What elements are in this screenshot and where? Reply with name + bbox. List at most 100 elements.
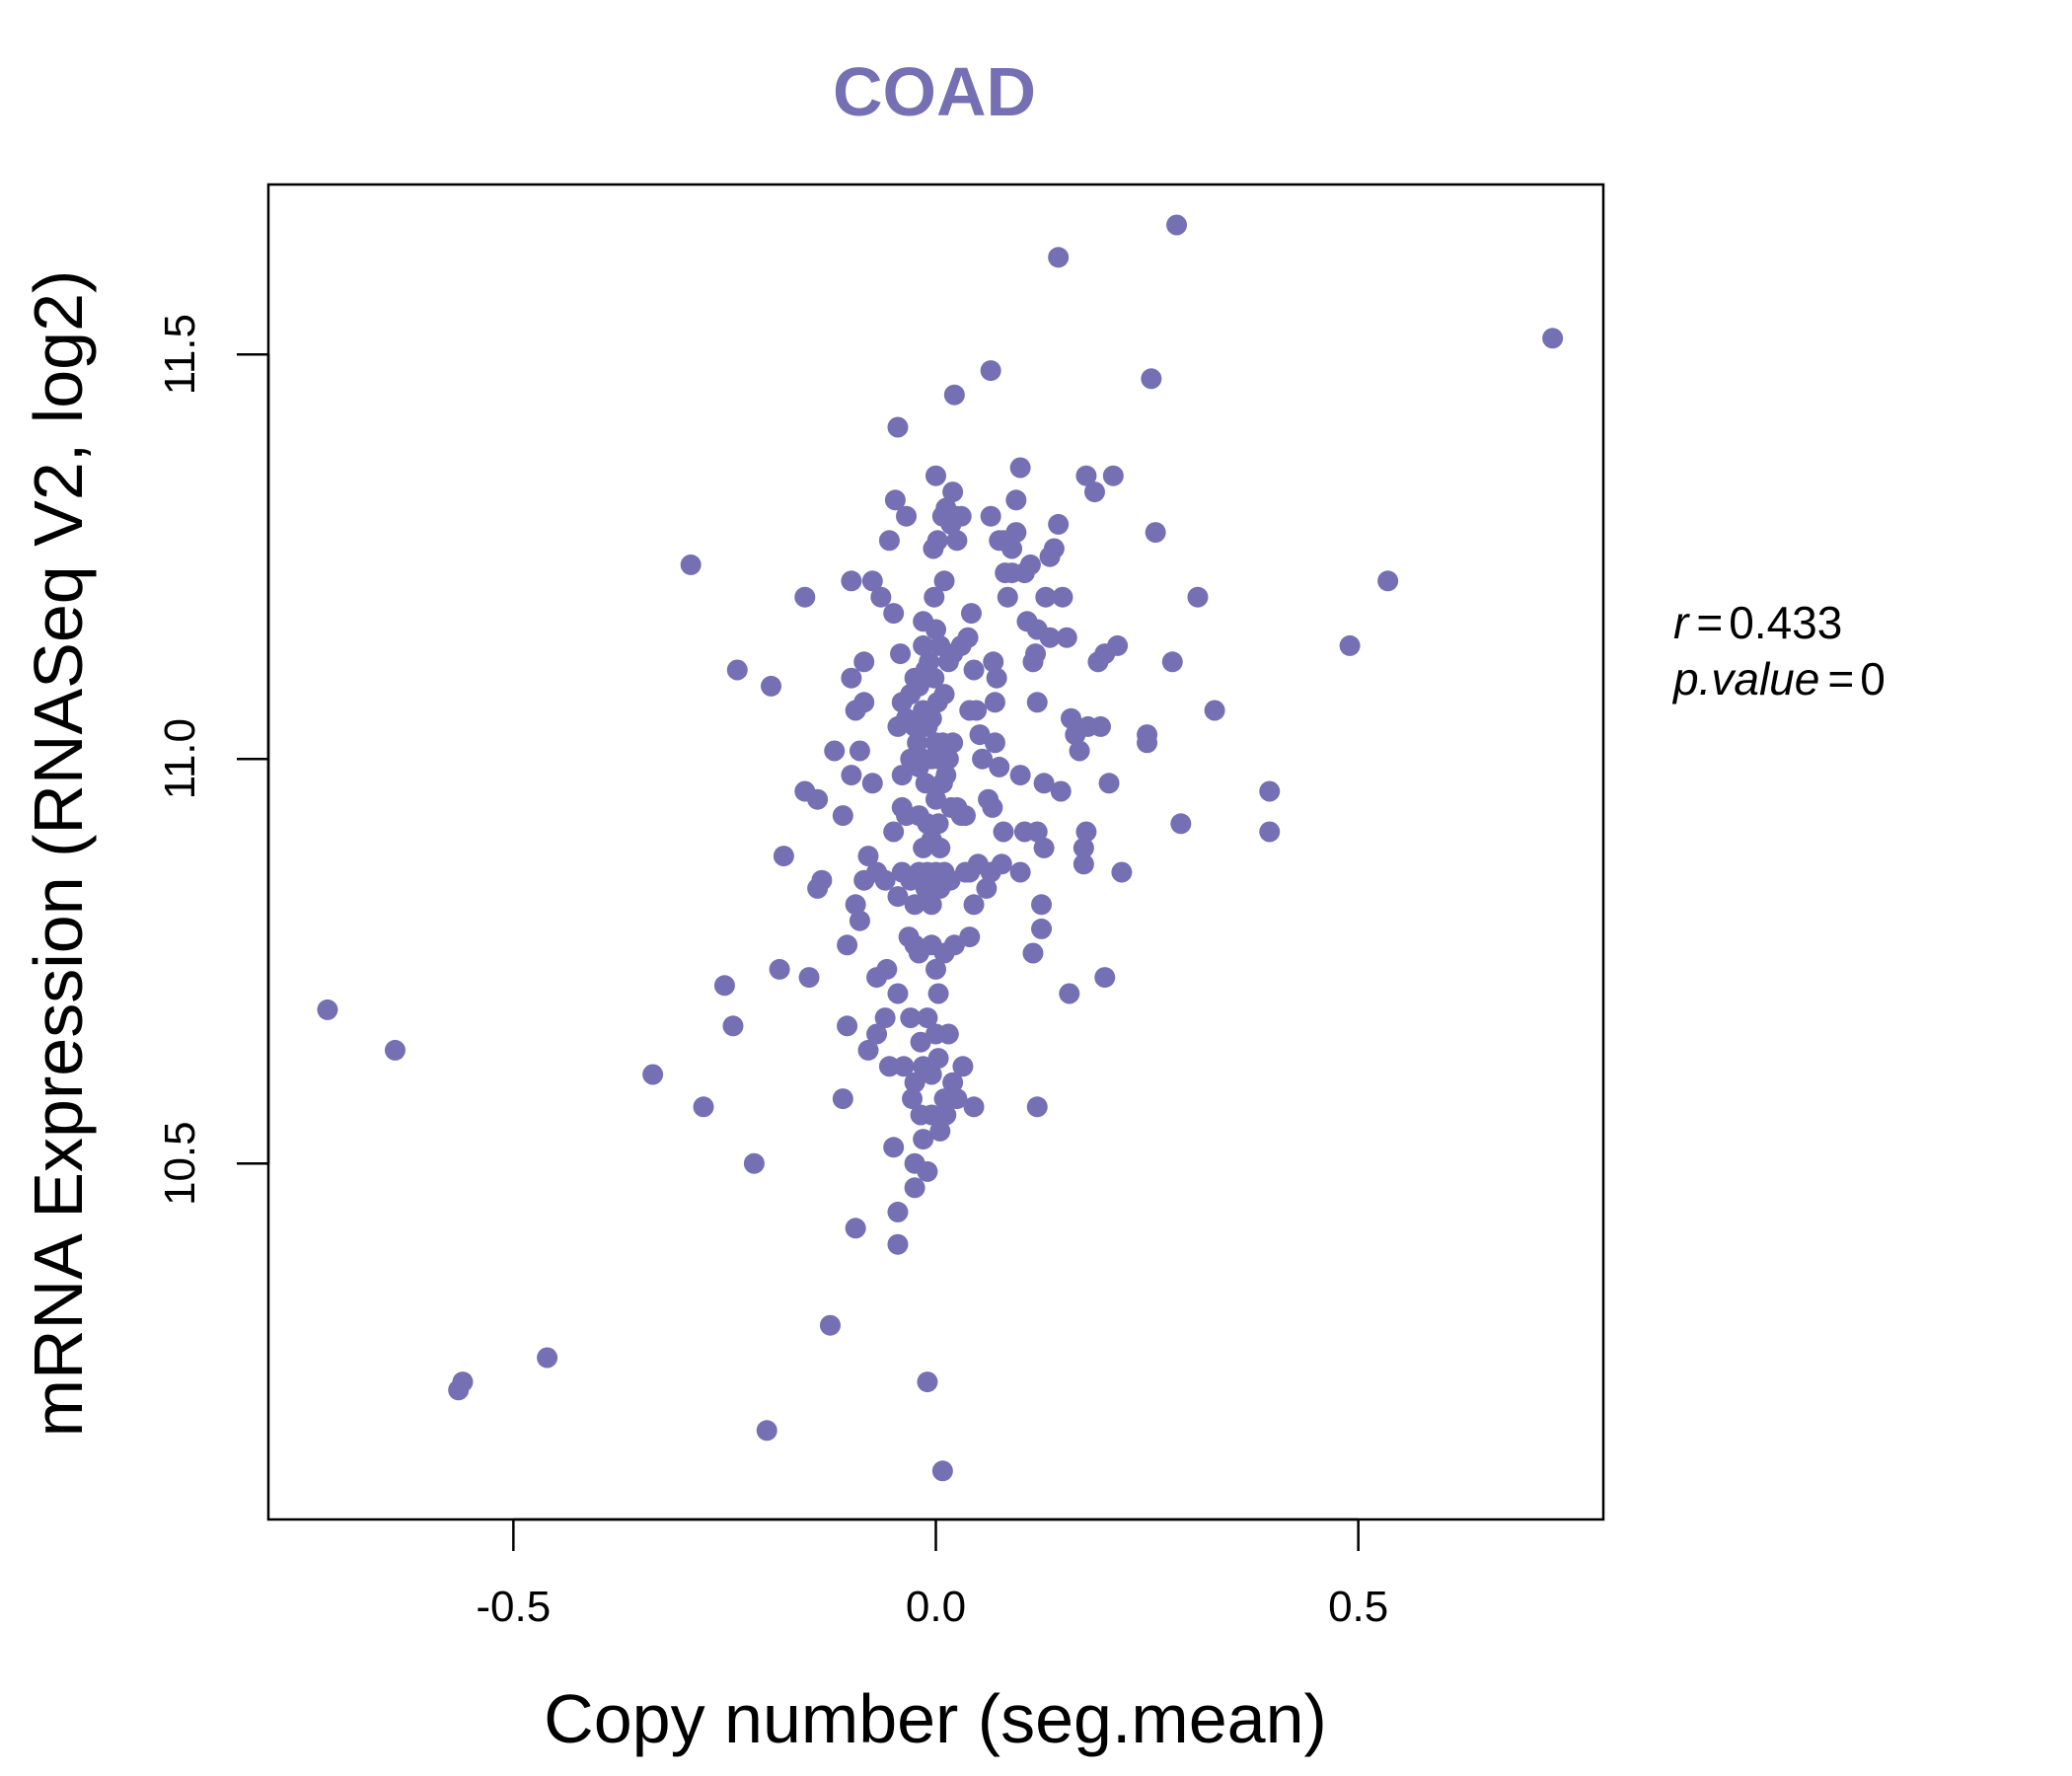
data-point bbox=[1059, 983, 1080, 1004]
data-point bbox=[1141, 368, 1162, 390]
data-point bbox=[642, 1064, 664, 1085]
data-point bbox=[937, 1023, 959, 1045]
data-point bbox=[798, 967, 820, 989]
data-point bbox=[1050, 780, 1072, 802]
data-point bbox=[946, 1088, 968, 1110]
data-point bbox=[1377, 570, 1399, 592]
data-point bbox=[952, 1056, 974, 1077]
data-point bbox=[849, 910, 870, 931]
data-point bbox=[861, 570, 883, 592]
data-point bbox=[929, 837, 951, 858]
data-point bbox=[980, 360, 1001, 382]
data-point bbox=[921, 1064, 942, 1085]
data-point bbox=[811, 869, 833, 891]
data-point bbox=[935, 765, 957, 786]
data-point bbox=[693, 1096, 714, 1118]
data-point bbox=[925, 788, 946, 810]
data-point bbox=[849, 740, 870, 762]
data-point bbox=[1073, 837, 1094, 858]
data-point bbox=[925, 958, 946, 980]
data-point bbox=[924, 667, 945, 689]
data-point bbox=[1073, 853, 1094, 875]
data-point bbox=[761, 675, 782, 697]
data-point bbox=[1094, 967, 1116, 989]
data-point bbox=[1005, 489, 1027, 511]
data-point bbox=[976, 877, 998, 899]
data-point bbox=[926, 530, 948, 552]
data-point bbox=[943, 384, 965, 406]
data-point bbox=[1048, 247, 1070, 268]
data-point bbox=[876, 958, 898, 980]
data-point bbox=[743, 1152, 765, 1174]
data-point bbox=[883, 603, 905, 625]
data-point bbox=[861, 773, 883, 794]
y-tick-label: 11.0 bbox=[156, 718, 204, 799]
data-point bbox=[857, 846, 879, 867]
data-point bbox=[939, 869, 961, 891]
data-point bbox=[933, 684, 955, 705]
data-point bbox=[773, 846, 794, 867]
data-point bbox=[997, 586, 1018, 608]
data-point bbox=[1031, 918, 1053, 939]
data-point bbox=[837, 1015, 858, 1037]
data-point bbox=[959, 926, 981, 948]
data-point bbox=[794, 586, 816, 608]
data-point bbox=[819, 1314, 841, 1336]
data-point bbox=[769, 958, 790, 980]
data-point bbox=[954, 805, 976, 827]
data-point bbox=[1083, 481, 1105, 503]
data-point bbox=[1009, 457, 1031, 479]
data-point bbox=[857, 1039, 879, 1061]
data-point bbox=[943, 934, 965, 956]
data-point bbox=[983, 651, 1004, 673]
data-point bbox=[1187, 586, 1209, 608]
data-point bbox=[1026, 692, 1048, 713]
p-label: p.value bbox=[1671, 653, 1819, 704]
data-point bbox=[1107, 634, 1129, 656]
data-point bbox=[1009, 861, 1031, 883]
data-point bbox=[1145, 522, 1166, 544]
data-point bbox=[904, 894, 925, 916]
data-point bbox=[537, 1347, 558, 1369]
data-point bbox=[870, 586, 892, 608]
data-point bbox=[993, 821, 1014, 843]
data-point bbox=[452, 1371, 474, 1393]
data-point bbox=[980, 505, 1001, 527]
data-point bbox=[908, 675, 929, 697]
data-point bbox=[878, 1056, 900, 1077]
data-point bbox=[935, 1104, 957, 1126]
data-point bbox=[1026, 1096, 1048, 1118]
data-point bbox=[1022, 942, 1044, 964]
data-point bbox=[853, 692, 875, 713]
data-point bbox=[1542, 328, 1564, 349]
data-point bbox=[929, 1120, 951, 1142]
y-tick-label: 10.5 bbox=[156, 1121, 204, 1206]
svg-text:r=0.433: r = 0.433 bbox=[1673, 597, 1842, 648]
data-point bbox=[845, 894, 866, 916]
data-point bbox=[1170, 813, 1192, 835]
data-point bbox=[1019, 554, 1041, 575]
data-point bbox=[1069, 740, 1090, 762]
data-point bbox=[837, 934, 858, 956]
data-point bbox=[937, 748, 959, 770]
x-tick-label: 0.0 bbox=[906, 1583, 966, 1631]
data-point bbox=[384, 1039, 406, 1061]
data-point bbox=[878, 530, 900, 552]
chart-title: COAD bbox=[833, 53, 1036, 130]
data-point bbox=[910, 1031, 931, 1053]
data-point bbox=[927, 983, 949, 1004]
data-point bbox=[832, 1088, 853, 1110]
data-point bbox=[960, 603, 982, 625]
data-point bbox=[1025, 643, 1047, 665]
data-point bbox=[904, 1177, 925, 1199]
data-point bbox=[1052, 586, 1073, 608]
data-point bbox=[991, 853, 1012, 875]
data-point bbox=[917, 1160, 938, 1182]
data-point bbox=[963, 659, 985, 681]
data-point bbox=[986, 667, 1007, 689]
x-tick-label: 0.5 bbox=[1328, 1583, 1388, 1631]
data-point bbox=[1204, 700, 1225, 721]
data-point bbox=[925, 619, 946, 640]
data-point bbox=[921, 1104, 942, 1126]
